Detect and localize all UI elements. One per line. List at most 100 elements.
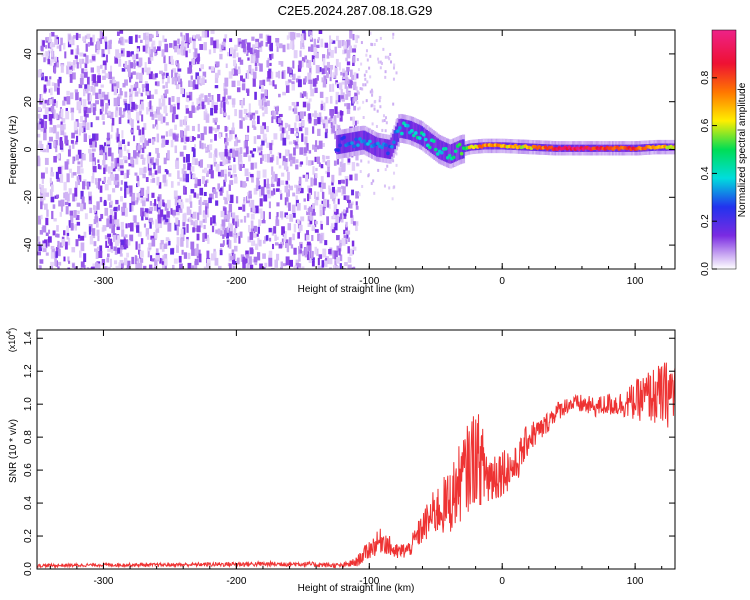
noise-cell — [278, 243, 283, 249]
noise-cell — [311, 212, 316, 216]
noise-cell — [252, 71, 257, 79]
noise-cell — [343, 209, 346, 214]
colorbar-tick-label: 0.8 — [700, 70, 711, 84]
noise-cell — [120, 36, 124, 46]
noise-cell — [353, 96, 357, 102]
noise-cell — [250, 162, 254, 170]
noise-cell — [90, 103, 94, 113]
noise-cell — [88, 94, 92, 102]
noise-cell — [201, 30, 205, 38]
noise-cell — [233, 260, 237, 265]
noise-cell — [149, 217, 153, 223]
noise-cell — [95, 250, 99, 259]
noise-cell — [234, 109, 238, 117]
signal-band — [375, 137, 379, 157]
noise-cell — [289, 213, 294, 222]
noise-cell — [303, 198, 306, 202]
noise-cell — [314, 156, 317, 163]
noise-cell — [272, 80, 275, 87]
signal-band — [404, 119, 408, 139]
noise-cell — [329, 95, 333, 104]
noise-cell — [338, 239, 342, 244]
noise-cell — [288, 202, 291, 211]
noise-cell — [251, 36, 255, 41]
noise-cell — [149, 49, 154, 58]
noise-cell — [197, 123, 200, 132]
noise-cell — [340, 179, 344, 184]
noise-cell — [204, 79, 207, 83]
noise-cell — [94, 178, 98, 185]
noise-cell — [317, 128, 321, 136]
noise-cell — [145, 213, 149, 218]
signal-band — [450, 143, 454, 164]
noise-cell — [150, 179, 154, 183]
noise-cell — [199, 220, 203, 228]
noise-cell — [290, 244, 294, 249]
noise-cell — [78, 101, 82, 109]
noise-cell — [98, 165, 102, 170]
noise-cell — [120, 239, 125, 246]
signal-band — [406, 120, 409, 140]
noise-cell — [300, 39, 304, 43]
noise-cell — [341, 95, 344, 99]
noise-cell — [224, 125, 227, 132]
noise-cell — [50, 87, 53, 96]
noise-cell — [309, 37, 313, 42]
noise-cell — [227, 95, 232, 100]
noise-cell — [242, 78, 246, 83]
noise-cell — [102, 159, 106, 166]
noise-cell — [135, 263, 138, 269]
noise-cell — [196, 106, 201, 110]
noise-cell — [136, 183, 139, 188]
noise-cell — [206, 208, 210, 218]
noise-cell — [120, 196, 124, 202]
noise-cell — [151, 238, 156, 247]
noise-cell — [114, 239, 119, 246]
noise-cell — [107, 99, 110, 106]
noise-cell — [361, 87, 364, 91]
noise-cell — [252, 148, 257, 152]
noise-cell — [337, 198, 340, 205]
noise-cell — [223, 38, 227, 43]
noise-cell — [262, 97, 266, 101]
noise-cell — [140, 101, 144, 110]
noise-cell — [266, 183, 270, 189]
noise-cell — [42, 148, 47, 153]
noise-cell — [303, 152, 307, 156]
noise-cell — [268, 81, 273, 86]
noise-cell — [180, 233, 185, 242]
noise-cell — [240, 75, 243, 82]
signal-point — [358, 137, 362, 141]
noise-cell — [44, 157, 49, 165]
noise-cell — [117, 204, 121, 211]
noise-cell — [96, 246, 100, 250]
noise-cell — [336, 257, 340, 264]
noise-cell — [234, 228, 237, 235]
noise-cell — [142, 173, 146, 179]
noise-cell — [331, 186, 335, 194]
noise-cell — [325, 128, 329, 133]
signal-point — [356, 143, 360, 147]
noise-cell — [194, 144, 197, 148]
noise-cell — [284, 212, 289, 218]
noise-cell — [317, 39, 320, 44]
noise-cell — [232, 173, 235, 178]
noise-cell — [103, 142, 107, 150]
noise-cell — [81, 58, 85, 64]
noise-cell — [42, 100, 46, 109]
noise-cell — [148, 138, 152, 144]
noise-cell — [266, 142, 270, 149]
noise-cell — [347, 264, 352, 269]
y-tick-label: -20 — [23, 190, 34, 205]
noise-cell — [315, 140, 318, 147]
snr-y-multiplier: (x104) — [6, 328, 17, 352]
noise-cell — [350, 210, 353, 218]
noise-cell — [110, 200, 113, 205]
noise-cell — [210, 139, 213, 143]
noise-cell — [192, 34, 196, 39]
noise-cell — [155, 119, 158, 127]
noise-cell — [45, 217, 49, 226]
noise-cell — [102, 152, 106, 161]
noise-cell — [163, 253, 168, 263]
